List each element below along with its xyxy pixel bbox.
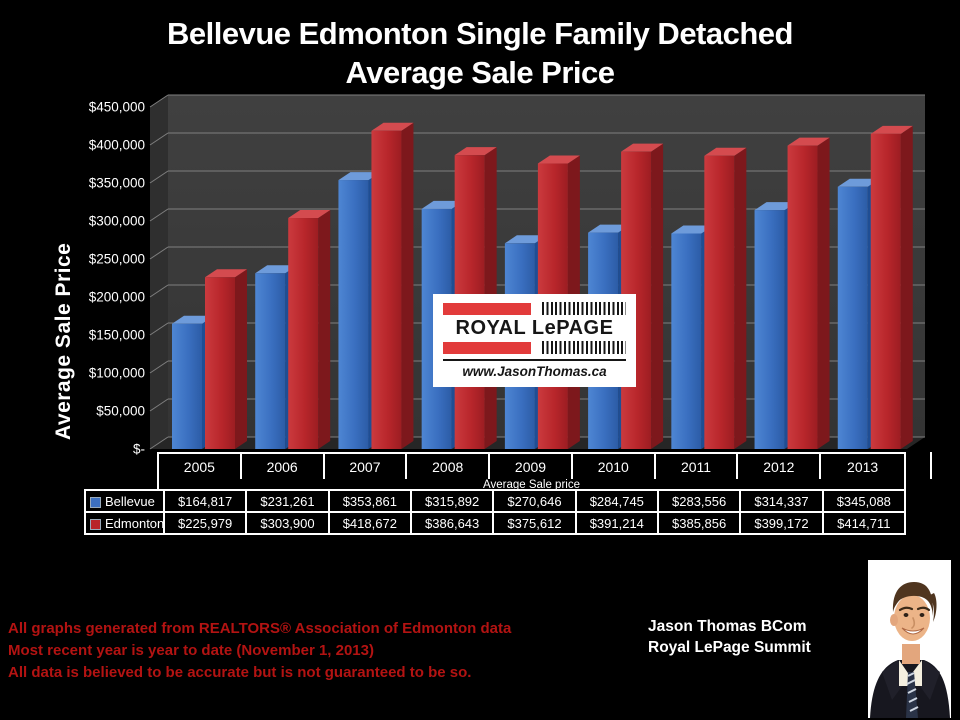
table-value-cell: $284,745 bbox=[574, 489, 659, 513]
agent-info: Jason Thomas BCom Royal LePage Summit bbox=[648, 616, 811, 658]
bar-edmonton-2012 bbox=[787, 137, 830, 449]
x-axis-year-label: 2009 bbox=[490, 454, 573, 479]
logo-red-bar-icon bbox=[443, 302, 531, 315]
x-axis-year-label: 2013 bbox=[847, 458, 879, 475]
legend-swatch-icon bbox=[90, 496, 101, 508]
table-value-cell: $385,856 bbox=[656, 511, 742, 535]
disclaimer-line: Most recent year is year to date (Novemb… bbox=[8, 642, 374, 659]
y-tick-label: $- bbox=[133, 442, 145, 457]
table-value-cell: $399,172 bbox=[739, 511, 824, 535]
agent-company: Royal LePage Summit bbox=[648, 639, 811, 656]
legend-cell: Bellevue bbox=[84, 489, 165, 513]
table-value-cell: $353,861 bbox=[327, 489, 412, 513]
bar-edmonton-2013 bbox=[870, 125, 913, 449]
table-value-cell: $225,979 bbox=[162, 511, 248, 535]
chart-title: Bellevue Edmonton Single Family Detached… bbox=[0, 14, 960, 92]
y-tick-label: $350,000 bbox=[89, 176, 145, 191]
y-tick-label: $450,000 bbox=[89, 100, 145, 115]
y-tick-label: $300,000 bbox=[89, 214, 145, 229]
bar-edmonton-2006 bbox=[288, 210, 331, 449]
table-value-cell: $418,672 bbox=[327, 511, 412, 535]
table-value-cell: $303,900 bbox=[245, 511, 330, 535]
table-value-cell: $391,214 bbox=[574, 511, 659, 535]
data-table: Bellevue $164,817 $231,261 $353,861 $315,892… bbox=[84, 489, 907, 535]
table-subheader: Average Sale price bbox=[483, 479, 580, 491]
x-axis-year-band: 2005 2006 2007 2008 2009 2010 2011 2012 2013 Ave… bbox=[157, 452, 906, 491]
x-axis-year-label: 2007 bbox=[325, 454, 408, 479]
x-axis-year-label: 2006 bbox=[242, 454, 325, 479]
table-value-cell: $375,612 bbox=[492, 511, 577, 535]
disclaimer-line: All data is believed to be accurate but … bbox=[8, 664, 472, 681]
logo-website-link[interactable]: www.JasonThomas.ca bbox=[462, 364, 607, 379]
x-axis-year-label: 2010 bbox=[573, 454, 656, 479]
y-tick-label: $100,000 bbox=[89, 366, 145, 381]
agent-name: Jason Thomas BCom bbox=[648, 618, 807, 635]
table-row: Bellevue $164,817 $231,261 $353,861 $315,892… bbox=[84, 489, 907, 513]
agent-headshot-image bbox=[868, 560, 951, 718]
disclaimer-line: All graphs generated from REALTORS® Asso… bbox=[8, 620, 512, 637]
x-axis-year-label: 2005 bbox=[159, 454, 242, 479]
table-value-cell: $270,646 bbox=[492, 489, 577, 513]
legend-swatch-icon bbox=[90, 518, 101, 530]
x-axis-year-label: 2012 bbox=[738, 454, 822, 479]
axis-end-tick bbox=[930, 452, 932, 479]
logo-brand-text: ROYAL LePAGE bbox=[455, 317, 614, 339]
logo-divider bbox=[443, 359, 626, 361]
bar-edmonton-2007 bbox=[371, 122, 414, 450]
table-value-cell: $386,643 bbox=[409, 511, 495, 535]
table-value-cell: $231,261 bbox=[245, 489, 330, 513]
table-value-cell: $314,337 bbox=[739, 489, 824, 513]
table-value-cell: $345,088 bbox=[821, 489, 907, 513]
table-value-cell: $414,711 bbox=[821, 511, 907, 535]
y-tick-label: $400,000 bbox=[89, 138, 145, 153]
y-tick-label: $200,000 bbox=[89, 290, 145, 305]
logo-barcode-stripes-icon bbox=[542, 341, 626, 354]
table-value-cell: $315,892 bbox=[409, 489, 495, 513]
y-tick-label: $250,000 bbox=[89, 252, 145, 267]
y-tick-label: $150,000 bbox=[89, 328, 145, 343]
x-axis-year-labels: 2005 2006 2007 2008 2009 2010 2011 2012 2013 bbox=[159, 454, 904, 479]
logo-bottom-row bbox=[443, 341, 626, 354]
logo-red-bar-icon bbox=[443, 341, 531, 354]
logo-barcode-stripes-icon bbox=[542, 302, 626, 315]
table-value-cell: $164,817 bbox=[162, 489, 248, 513]
agent-photo bbox=[868, 560, 951, 718]
table-row: Edmonton $225,979 $303,900 $418,672 $386,643… bbox=[84, 511, 907, 535]
y-axis-tick-labels: $450,000 $400,000 $350,000 $300,000 $250,000… bbox=[89, 100, 145, 457]
royal-lepage-logo: ROYAL LePAGE www.JasonThomas.ca bbox=[433, 294, 636, 387]
disclaimer-text: All graphs generated from REALTORS® Asso… bbox=[8, 618, 511, 684]
legend-cell: Edmonton bbox=[84, 511, 165, 535]
x-axis-year-label: 2008 bbox=[407, 454, 491, 479]
chart-title-line2: Average Sale Price bbox=[345, 55, 615, 90]
y-tick-label: $50,000 bbox=[96, 404, 145, 419]
chart-title-line1: Bellevue Edmonton Single Family Detached bbox=[167, 16, 793, 51]
logo-top-row bbox=[443, 302, 626, 315]
bar-edmonton-2005 bbox=[205, 269, 247, 449]
gridline bbox=[149, 132, 925, 146]
bar-series bbox=[172, 122, 913, 450]
bar-edmonton-2011 bbox=[704, 147, 747, 449]
table-value-cell: $283,556 bbox=[656, 489, 742, 513]
x-axis-year-label: 2011 bbox=[656, 454, 739, 479]
gridline bbox=[149, 94, 925, 108]
